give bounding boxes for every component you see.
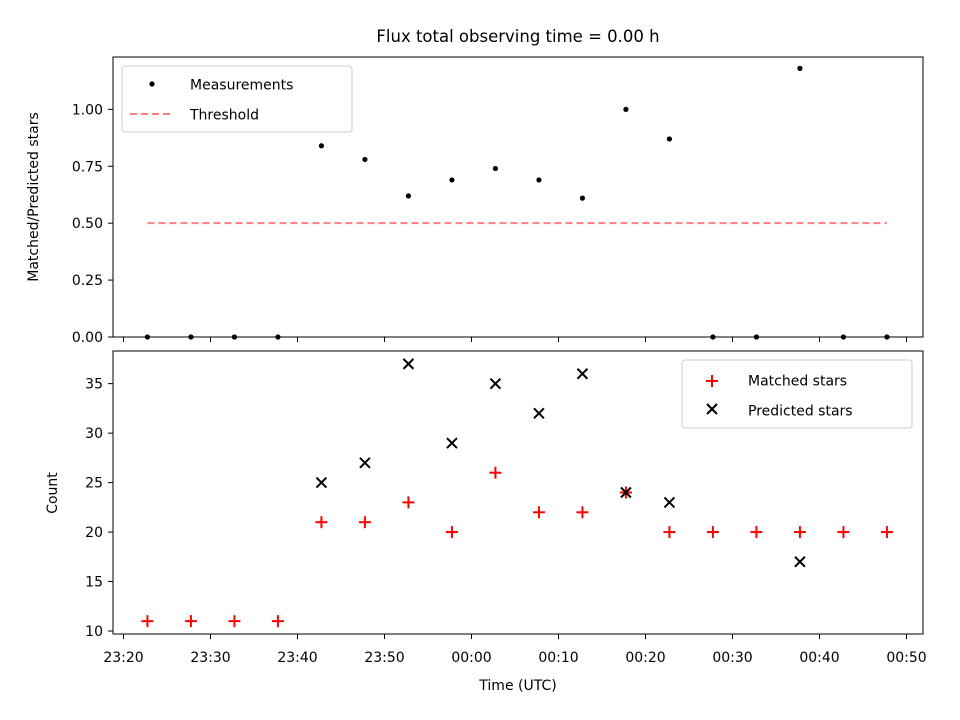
legend-measurements-label: Measurements <box>190 78 293 94</box>
matched-star-point <box>402 496 415 509</box>
top-legend-box <box>121 65 353 133</box>
x-tick-label-7: 00:30 <box>712 650 752 666</box>
predicted-star-point <box>489 377 502 390</box>
matched-star-point <box>358 516 371 529</box>
measurement-point <box>840 334 847 340</box>
bottom-y-tick-label-3: 25 <box>85 476 103 492</box>
matched-star-point <box>880 526 893 539</box>
x-tick-label-0: 23:20 <box>103 650 143 666</box>
predicted-star-point <box>663 496 676 509</box>
top-legend: Measurements Threshold <box>121 65 353 133</box>
measurement-point <box>492 165 499 172</box>
matched-star-point <box>532 506 545 519</box>
legend-measurements-marker <box>149 81 155 87</box>
measurement-point <box>231 334 238 340</box>
measurement-point <box>449 177 455 183</box>
top-x-ticks <box>123 337 907 342</box>
measurement-point <box>362 156 368 163</box>
x-axis-label: Time (UTC) <box>478 678 556 694</box>
bottom-y-tick-label-4: 30 <box>85 426 103 442</box>
bottom-plot-marks <box>141 358 893 628</box>
legend-predicted-marker <box>706 403 718 415</box>
measurement-point <box>797 65 803 71</box>
legend-threshold-label: Threshold <box>189 108 259 124</box>
top-plot-marks <box>144 65 890 340</box>
top-y-tick-label-3: 0.75 <box>72 159 103 175</box>
matched-star-point <box>793 526 806 539</box>
legend-matched-label: Matched stars <box>748 374 847 390</box>
predicted-star-point <box>446 437 458 449</box>
predicted-star-point <box>402 358 415 370</box>
measurement-point <box>144 334 151 340</box>
matched-star-point <box>576 506 589 519</box>
predicted-star-point <box>359 457 371 469</box>
measurement-point <box>753 334 760 340</box>
top-y-tick-label-0: 0.00 <box>72 330 103 346</box>
matched-star-point <box>750 526 763 539</box>
matched-star-point <box>663 526 676 539</box>
predicted-star-point <box>794 556 806 568</box>
chart-title: Flux total observing time = 0.00 h <box>376 27 659 46</box>
measurement-point <box>579 195 586 201</box>
top-y-ticks: 0.00 0.25 0.50 0.75 1.00 <box>72 102 113 346</box>
measurement-point <box>710 334 716 340</box>
bottom-x-ticks: 23:20 23:30 23:40 23:50 00:00 00:10 00:20 00:30… <box>103 634 927 666</box>
x-tick-label-8: 00:40 <box>799 650 839 666</box>
x-tick-label-1: 23:30 <box>190 650 230 666</box>
measurement-point <box>405 193 412 199</box>
predicted-star-point <box>315 476 328 489</box>
x-tick-label-3: 23:50 <box>364 650 404 666</box>
bottom-legend: Matched stars Predicted stars <box>681 359 913 429</box>
matched-star-point <box>706 526 719 539</box>
legend-matched-marker <box>706 375 718 387</box>
matched-star-point <box>184 615 197 628</box>
top-y-tick-label-2: 0.50 <box>72 216 103 232</box>
bottom-legend-box <box>681 359 913 429</box>
x-tick-label-5: 00:10 <box>538 650 578 666</box>
bottom-y-tick-label-0: 10 <box>85 624 103 640</box>
matched-star-point <box>837 526 850 539</box>
x-tick-label-9: 00:50 <box>886 650 926 666</box>
matched-star-point <box>141 615 154 628</box>
bottom-y-tick-label-1: 15 <box>85 575 103 591</box>
matched-star-point <box>228 615 241 628</box>
predicted-star-point <box>533 407 545 420</box>
bottom-y-ticks: 10 15 20 25 30 35 <box>85 377 113 640</box>
x-tick-label-2: 23:40 <box>277 650 317 666</box>
legend-predicted-label: Predicted stars <box>748 404 853 420</box>
measurement-point <box>666 136 673 142</box>
top-y-tick-label-4: 1.00 <box>72 102 103 118</box>
top-axes-frame <box>112 56 924 338</box>
predicted-star-point <box>620 486 632 499</box>
bottom-axes: 10 15 20 25 30 35 23:20 23:30 23:40 23:50 00:00 00… <box>45 350 927 694</box>
measurement-point <box>623 106 629 112</box>
top-y-axis-label: Matched/Predicted stars <box>26 112 42 282</box>
measurement-point <box>536 177 542 183</box>
top-y-tick-label-1: 0.25 <box>72 273 103 289</box>
matched-star-point <box>271 615 284 628</box>
bottom-y-tick-label-5: 35 <box>85 377 103 393</box>
top-axes: 0.00 0.25 0.50 0.75 1.00 Matched/Predicted s… <box>26 56 924 346</box>
matched-star-point <box>315 516 328 529</box>
measurement-point <box>884 334 890 340</box>
measurement-point <box>318 143 325 149</box>
measurement-point <box>275 334 281 340</box>
matched-star-point <box>445 526 458 539</box>
x-tick-label-4: 00:00 <box>451 650 491 666</box>
bottom-y-axis-label: Count <box>45 472 61 514</box>
measurement-point <box>188 334 194 340</box>
bottom-axes-frame <box>112 350 924 635</box>
bottom-y-tick-label-2: 20 <box>85 525 103 541</box>
matched-star-point <box>489 466 502 479</box>
predicted-star-point <box>576 368 589 380</box>
x-tick-label-6: 00:20 <box>625 650 665 666</box>
